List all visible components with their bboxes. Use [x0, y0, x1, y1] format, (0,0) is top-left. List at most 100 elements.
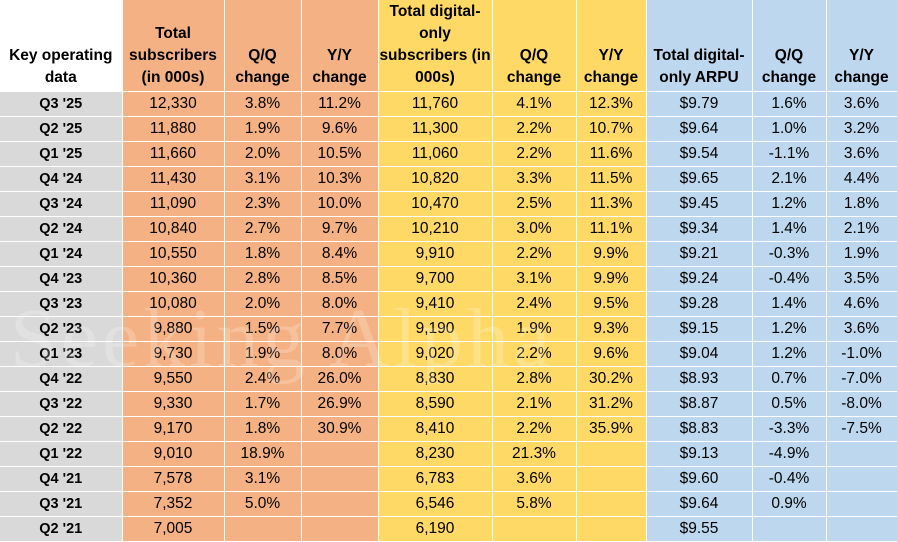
cell-quarter: Q3 '21 [0, 491, 123, 517]
cell-total-qq: 5.0% [224, 491, 302, 517]
cell-digital-yy: 11.5% [576, 166, 647, 192]
cell-total-qq: 1.9% [224, 341, 302, 367]
cell-total-qq: 3.1% [224, 166, 302, 192]
cell-arpu: $9.34 [646, 216, 753, 242]
cell-quarter: Q2 '25 [0, 116, 123, 142]
cell-arpu: $9.15 [646, 316, 753, 342]
cell-total-yy: 9.6% [301, 116, 379, 142]
cell-arpu: $9.55 [646, 516, 753, 542]
cell-arpu-qq: -3.3% [752, 416, 827, 442]
cell-quarter: Q4 '21 [0, 466, 123, 492]
cell-total-yy [301, 491, 379, 517]
cell-total-subscribers: 10,360 [122, 266, 225, 292]
header-arpu-qq: Q/Q change [752, 0, 827, 92]
cell-total-yy: 8.0% [301, 291, 379, 317]
cell-arpu: $8.87 [646, 391, 753, 417]
cell-digital-qq: 2.4% [492, 291, 577, 317]
cell-arpu-qq: -1.1% [752, 141, 827, 167]
cell-digital-yy: 12.3% [576, 91, 647, 117]
cell-digital-qq: 3.3% [492, 166, 577, 192]
table-row: Q3 '24 11,090 2.3% 10.0% 10,470 2.5% 11.3% $9.4… [0, 191, 897, 217]
cell-total-subscribers: 9,330 [122, 391, 225, 417]
cell-arpu-qq: 0.5% [752, 391, 827, 417]
cell-arpu: $9.28 [646, 291, 753, 317]
cell-arpu-yy: -7.0% [826, 366, 897, 392]
cell-total-qq: 2.0% [224, 141, 302, 167]
cell-arpu: $9.54 [646, 141, 753, 167]
cell-total-qq: 3.8% [224, 91, 302, 117]
cell-total-yy: 10.3% [301, 166, 379, 192]
cell-digital-yy: 10.7% [576, 116, 647, 142]
cell-digital-qq: 3.1% [492, 266, 577, 292]
cell-digital-qq: 1.9% [492, 316, 577, 342]
cell-digital-yy: 31.2% [576, 391, 647, 417]
cell-arpu-yy: 3.6% [826, 141, 897, 167]
cell-arpu-yy: -8.0% [826, 391, 897, 417]
cell-arpu-qq: 1.4% [752, 291, 827, 317]
cell-arpu-qq: 2.1% [752, 166, 827, 192]
cell-arpu-yy: 4.4% [826, 166, 897, 192]
cell-digital-yy [576, 516, 647, 542]
cell-digital-yy [576, 491, 647, 517]
cell-arpu-yy: 3.2% [826, 116, 897, 142]
cell-total-yy: 10.5% [301, 141, 379, 167]
cell-arpu: $9.45 [646, 191, 753, 217]
header-arpu-yy: Y/Y change [826, 0, 897, 92]
cell-quarter: Q1 '22 [0, 441, 123, 467]
cell-total-qq: 2.3% [224, 191, 302, 217]
table-row: Q3 '21 7,352 5.0% 6,546 5.8% $9.64 0.9% [0, 491, 897, 517]
cell-arpu-yy: 4.6% [826, 291, 897, 317]
cell-total-qq: 1.9% [224, 116, 302, 142]
cell-arpu-qq: 1.2% [752, 191, 827, 217]
cell-digital-qq: 2.2% [492, 141, 577, 167]
cell-arpu-qq: 1.2% [752, 341, 827, 367]
cell-total-yy: 26.0% [301, 366, 379, 392]
cell-total-qq: 1.8% [224, 241, 302, 267]
cell-digital-subscribers: 9,190 [378, 316, 493, 342]
cell-digital-qq: 2.8% [492, 366, 577, 392]
cell-arpu-yy [826, 441, 897, 467]
cell-digital-subscribers: 9,910 [378, 241, 493, 267]
header-total-subscribers: Total subscribers (in 000s) [122, 0, 225, 92]
table-row: Q4 '23 10,360 2.8% 8.5% 9,700 3.1% 9.9% $9.24 -0… [0, 266, 897, 292]
cell-arpu-qq: 1.4% [752, 216, 827, 242]
cell-quarter: Q3 '25 [0, 91, 123, 117]
cell-digital-yy: 9.9% [576, 241, 647, 267]
header-digital-qq: Q/Q change [492, 0, 577, 92]
cell-digital-yy [576, 441, 647, 467]
cell-digital-yy: 11.6% [576, 141, 647, 167]
cell-arpu-yy: -1.0% [826, 341, 897, 367]
table-row: Q3 '23 10,080 2.0% 8.0% 9,410 2.4% 9.5% $9.28 1.… [0, 291, 897, 317]
cell-total-subscribers: 10,080 [122, 291, 225, 317]
cell-digital-qq: 3.0% [492, 216, 577, 242]
cell-digital-qq: 2.2% [492, 341, 577, 367]
cell-digital-subscribers: 6,783 [378, 466, 493, 492]
cell-arpu-yy [826, 491, 897, 517]
cell-arpu: $8.93 [646, 366, 753, 392]
header-arpu: Total digital-only ARPU [646, 0, 753, 92]
table-row: Q4 '24 11,430 3.1% 10.3% 10,820 3.3% 11.5% $9.6… [0, 166, 897, 192]
cell-arpu: $9.13 [646, 441, 753, 467]
cell-arpu-qq: 1.2% [752, 316, 827, 342]
cell-digital-yy: 9.3% [576, 316, 647, 342]
cell-digital-qq: 5.8% [492, 491, 577, 517]
cell-digital-subscribers: 10,210 [378, 216, 493, 242]
header-key-operating-data: Key operating data [0, 0, 123, 92]
cell-digital-subscribers: 11,300 [378, 116, 493, 142]
cell-total-qq: 2.8% [224, 266, 302, 292]
cell-digital-yy: 30.2% [576, 366, 647, 392]
cell-digital-yy: 9.6% [576, 341, 647, 367]
cell-total-yy [301, 466, 379, 492]
cell-quarter: Q1 '25 [0, 141, 123, 167]
table-row: Q1 '23 9,730 1.9% 8.0% 9,020 2.2% 9.6% $9.04 1.2… [0, 341, 897, 367]
cell-arpu: $9.60 [646, 466, 753, 492]
cell-total-subscribers: 11,430 [122, 166, 225, 192]
cell-digital-qq: 3.6% [492, 466, 577, 492]
cell-quarter: Q4 '23 [0, 266, 123, 292]
cell-quarter: Q2 '23 [0, 316, 123, 342]
cell-digital-subscribers: 9,700 [378, 266, 493, 292]
cell-digital-subscribers: 10,820 [378, 166, 493, 192]
cell-arpu-yy: 1.9% [826, 241, 897, 267]
cell-quarter: Q2 '21 [0, 516, 123, 542]
